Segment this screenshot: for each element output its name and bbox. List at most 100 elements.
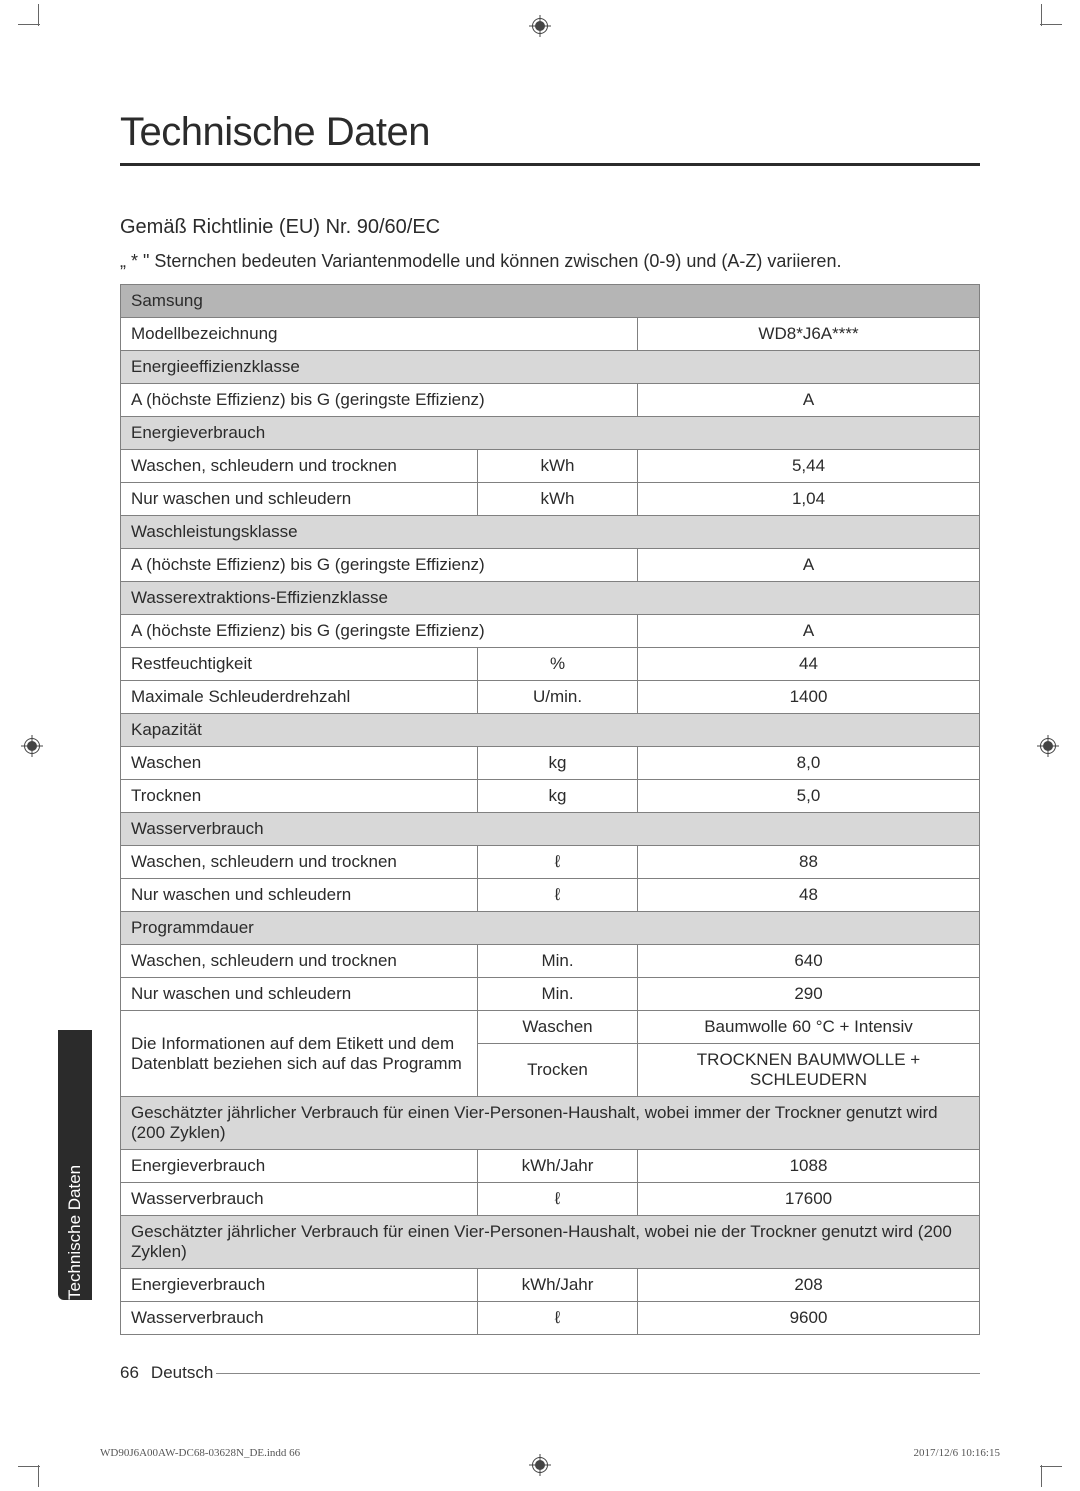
cell-unit: kg (478, 780, 638, 813)
note-text: „ * " Sternchen bedeuten Variantenmodell… (120, 249, 980, 274)
model-value: WD8*J6A**** (638, 318, 980, 351)
table-row: Energieverbrauch kWh/Jahr 208 (121, 1269, 980, 1302)
cell-value: A (638, 615, 980, 648)
table-row: Waschen, schleudern und trocknen ℓ 88 (121, 846, 980, 879)
meta-filename: WD90J6A00AW-DC68-03628N_DE.indd 66 (100, 1447, 300, 1459)
cell-unit: ℓ (478, 879, 638, 912)
energy-class-row: A (höchste Effizienz) bis G (geringste E… (121, 384, 980, 417)
cell-value: 17600 (638, 1183, 980, 1216)
table-row: A (höchste Effizienz) bis G (geringste E… (121, 549, 980, 582)
cell-value: 1,04 (638, 483, 980, 516)
section-header: Waschleistungsklasse (121, 516, 980, 549)
cell-value: 290 (638, 978, 980, 1011)
cell-value: A (638, 384, 980, 417)
table-row: Energieverbrauch kWh/Jahr 1088 (121, 1150, 980, 1183)
cell-label: Waschen, schleudern und trocknen (121, 450, 478, 483)
table-row: Waschen, schleudern und trocknen Min. 64… (121, 945, 980, 978)
table-row: Die Informationen auf dem Etikett und de… (121, 1011, 980, 1044)
table-row: A (höchste Effizienz) bis G (geringste E… (121, 615, 980, 648)
energy-class-header: Energieeffizienzklasse (121, 351, 980, 384)
table-row: Waschen, schleudern und trocknen kWh 5,4… (121, 450, 980, 483)
cell-unit: kg (478, 747, 638, 780)
cell-label: Wasserverbrauch (121, 1183, 478, 1216)
title-underline (120, 163, 980, 166)
table-row: Nur waschen und schleudern kWh 1,04 (121, 483, 980, 516)
cell-unit: ℓ (478, 846, 638, 879)
table-row: Wasserverbrauch ℓ 17600 (121, 1183, 980, 1216)
program-duration-header: Programmdauer (121, 912, 980, 945)
cell-unit: ℓ (478, 1302, 638, 1335)
model-row: Modellbezeichnung WD8*J6A**** (121, 318, 980, 351)
cell-label: Energieverbrauch (121, 1150, 478, 1183)
cell-label: Wasserverbrauch (121, 1302, 478, 1335)
cell-unit: Min. (478, 978, 638, 1011)
table-row: Trocknen kg 5,0 (121, 780, 980, 813)
cell-value: 5,44 (638, 450, 980, 483)
cell-label: A (höchste Effizienz) bis G (geringste E… (121, 549, 638, 582)
meta-timestamp: 2017/12/6 10:16:15 (914, 1447, 1000, 1459)
cell-unit: Trocken (478, 1044, 638, 1097)
energy-consumption-header: Energieverbrauch (121, 417, 980, 450)
section-header: Programmdauer (121, 912, 980, 945)
annual-with-dryer-header: Geschätzter jährlicher Verbrauch für ein… (121, 1097, 980, 1150)
page-content: Technische Daten Gemäß Richtlinie (EU) N… (0, 0, 1080, 1365)
section-header: Kapazität (121, 714, 980, 747)
cell-value: 208 (638, 1269, 980, 1302)
cell-value: Baumwolle 60 °C + Intensiv (638, 1011, 980, 1044)
cell-value: 8,0 (638, 747, 980, 780)
annual-no-dryer-header: Geschätzter jährlicher Verbrauch für ein… (121, 1216, 980, 1269)
page-footer: 66 Deutsch (120, 1363, 213, 1383)
extraction-class-header: Wasserextraktions-Effizienzklasse (121, 582, 980, 615)
cell-unit: kWh/Jahr (478, 1269, 638, 1302)
cell-value: 1088 (638, 1150, 980, 1183)
subtitle: Gemäß Richtlinie (EU) Nr. 90/60/EC (120, 216, 980, 239)
spec-table: Samsung Modellbezeichnung WD8*J6A**** En… (120, 284, 980, 1335)
cell-label: Waschen, schleudern und trocknen (121, 945, 478, 978)
cell-unit: kWh (478, 450, 638, 483)
cell-label: Nur waschen und schleudern (121, 978, 478, 1011)
model-label: Modellbezeichnung (121, 318, 638, 351)
cell-value: 44 (638, 648, 980, 681)
table-row: Restfeuchtigkeit % 44 (121, 648, 980, 681)
cell-label: Nur waschen und schleudern (121, 483, 478, 516)
section-header: Geschätzter jährlicher Verbrauch für ein… (121, 1097, 980, 1150)
cell-value: TROCKNEN BAUMWOLLE + SCHLEUDERN (638, 1044, 980, 1097)
section-header: Energieverbrauch (121, 417, 980, 450)
language-label: Deutsch (151, 1363, 213, 1383)
table-row: Wasserverbrauch ℓ 9600 (121, 1302, 980, 1335)
section-header: Energieeffizienzklasse (121, 351, 980, 384)
capacity-header: Kapazität (121, 714, 980, 747)
cell-value: 88 (638, 846, 980, 879)
section-header: Wasserextraktions-Effizienzklasse (121, 582, 980, 615)
cell-value: 640 (638, 945, 980, 978)
table-row: Nur waschen und schleudern Min. 290 (121, 978, 980, 1011)
cell-unit: ℓ (478, 1183, 638, 1216)
page-number: 66 (120, 1363, 139, 1383)
cell-unit: Waschen (478, 1011, 638, 1044)
section-header: Geschätzter jährlicher Verbrauch für ein… (121, 1216, 980, 1269)
cell-unit: U/min. (478, 681, 638, 714)
cell-value: 5,0 (638, 780, 980, 813)
cell-value: A (638, 549, 980, 582)
brand-header-row: Samsung (121, 285, 980, 318)
brand-cell: Samsung (121, 285, 980, 318)
cell-label: Waschen, schleudern und trocknen (121, 846, 478, 879)
info-label: Die Informationen auf dem Etikett und de… (121, 1011, 478, 1097)
water-consumption-header: Wasserverbrauch (121, 813, 980, 846)
table-row: Waschen kg 8,0 (121, 747, 980, 780)
cell-unit: % (478, 648, 638, 681)
table-row: Maximale Schleuderdrehzahl U/min. 1400 (121, 681, 980, 714)
wash-class-header: Waschleistungsklasse (121, 516, 980, 549)
table-row: Nur waschen und schleudern ℓ 48 (121, 879, 980, 912)
cell-label: Trocknen (121, 780, 478, 813)
cell-label: Maximale Schleuderdrehzahl (121, 681, 478, 714)
cell-value: 48 (638, 879, 980, 912)
cell-label: Nur waschen und schleudern (121, 879, 478, 912)
cell-unit: kWh (478, 483, 638, 516)
cell-label: Restfeuchtigkeit (121, 648, 478, 681)
cell-label: A (höchste Effizienz) bis G (geringste E… (121, 615, 638, 648)
cell-value: 1400 (638, 681, 980, 714)
cell-label: Waschen (121, 747, 478, 780)
footer-line (216, 1373, 980, 1374)
section-header: Wasserverbrauch (121, 813, 980, 846)
